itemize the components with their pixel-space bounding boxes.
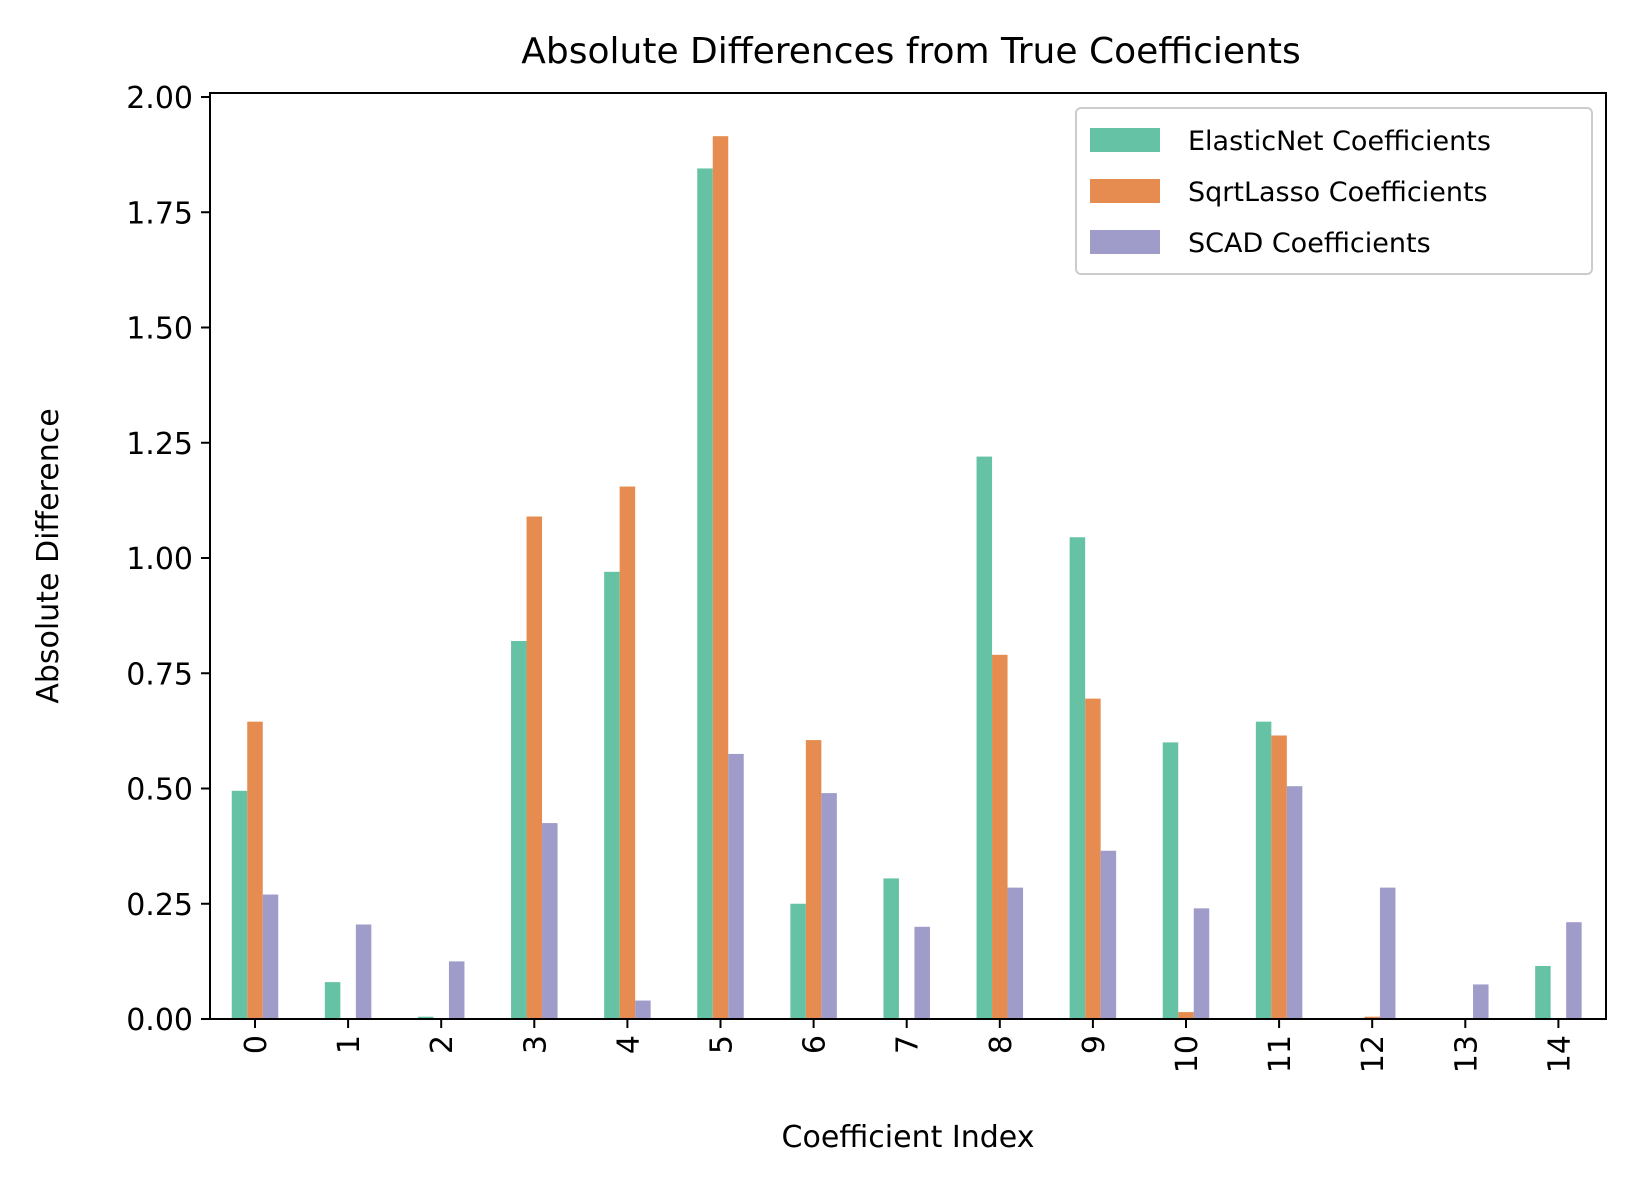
x-tick-label: 4 <box>611 1035 646 1054</box>
bar-elasticnet-coefficients-9 <box>1069 537 1086 1019</box>
y-tick-label: 0.50 <box>126 773 193 808</box>
x-tick-label: 2 <box>425 1035 460 1054</box>
bars-group <box>231 136 1582 1020</box>
legend-swatch <box>1090 230 1160 254</box>
bar-scad-coefficients-5 <box>728 753 744 1019</box>
bar-scad-coefficients-12 <box>1379 887 1396 1019</box>
x-tick-label: 11 <box>1263 1035 1298 1073</box>
y-tick-label: 0.25 <box>126 888 193 923</box>
bar-elasticnet-coefficients-0 <box>231 790 248 1019</box>
legend: ElasticNet Coefficients SqrtLasso Coeffic… <box>1075 107 1593 275</box>
x-tick-label: 1 <box>332 1035 367 1054</box>
y-tick-label: 1.75 <box>126 196 193 231</box>
bar-sqrtlasso-coefficients-5 <box>712 136 729 1019</box>
y-tick-label: 0.00 <box>126 1003 193 1038</box>
x-tick-label: 14 <box>1542 1035 1577 1073</box>
bar-sqrtlasso-coefficients-12 <box>1364 1016 1380 1019</box>
bar-scad-coefficients-13 <box>1473 984 1489 1019</box>
legend-swatch <box>1090 179 1160 203</box>
bar-sqrtlasso-coefficients-10 <box>1178 1012 1194 1019</box>
bar-sqrtlasso-coefficients-9 <box>1085 698 1101 1019</box>
bar-elasticnet-coefficients-8 <box>976 456 993 1020</box>
y-tick-label: 1.00 <box>126 542 193 577</box>
bar-scad-coefficients-7 <box>914 926 930 1019</box>
bar-scad-coefficients-1 <box>355 924 372 1019</box>
bar-elasticnet-coefficients-3 <box>511 640 527 1019</box>
bar-scad-coefficients-8 <box>1007 887 1024 1019</box>
y-tick-label: 0.75 <box>126 657 193 692</box>
plot-frame <box>209 92 1607 1020</box>
bar-elasticnet-coefficients-6 <box>790 903 806 1019</box>
x-tick-label: 7 <box>891 1035 926 1054</box>
y-tick-label: 2.00 <box>126 81 193 116</box>
legend-swatch <box>1090 128 1160 152</box>
bar-elasticnet-coefficients-7 <box>883 878 899 1019</box>
x-tick-label: 8 <box>984 1035 1019 1054</box>
bar-sqrtlasso-coefficients-0 <box>247 721 263 1019</box>
x-tick-label: 3 <box>518 1035 553 1054</box>
bar-elasticnet-coefficients-5 <box>697 168 713 1019</box>
y-axis-label: Absolute Difference <box>31 408 66 703</box>
bar-sqrtlasso-coefficients-11 <box>1271 735 1287 1019</box>
chart-title: Absolute Differences from True Coefficie… <box>521 31 1300 72</box>
x-tick-label: 12 <box>1356 1035 1391 1073</box>
x-tick-label: 6 <box>798 1035 833 1054</box>
bar-scad-coefficients-6 <box>821 793 837 1019</box>
bar-scad-coefficients-9 <box>1100 850 1117 1019</box>
bar-scad-coefficients-0 <box>262 894 279 1019</box>
bar-sqrtlasso-coefficients-4 <box>619 486 636 1019</box>
x-tick-label: 10 <box>1170 1035 1205 1073</box>
x-tick-label: 5 <box>705 1035 740 1054</box>
bar-sqrtlasso-coefficients-8 <box>992 654 1008 1019</box>
x-tick-label: 9 <box>1077 1035 1112 1054</box>
legend-label: SqrtLasso Coefficients <box>1188 177 1488 208</box>
x-axis-label: Coefficient Index <box>782 1120 1035 1155</box>
bar-elasticnet-coefficients-10 <box>1162 742 1179 1019</box>
bar-scad-coefficients-4 <box>635 1000 651 1019</box>
bar-elasticnet-coefficients-4 <box>604 571 620 1019</box>
bar-scad-coefficients-3 <box>542 823 558 1019</box>
bar-scad-coefficients-14 <box>1566 922 1582 1019</box>
x-tick-label: 13 <box>1449 1035 1484 1073</box>
legend-label: ElasticNet Coefficients <box>1188 126 1491 157</box>
bar-elasticnet-coefficients-11 <box>1255 721 1272 1019</box>
bar-sqrtlasso-coefficients-3 <box>526 516 543 1019</box>
legend-box <box>1075 107 1593 275</box>
bar-scad-coefficients-11 <box>1286 786 1303 1019</box>
x-axis: 0 1 2 3 4 5 6 7 8 9 10 11 12 13 14 <box>239 1019 1577 1073</box>
bar-scad-coefficients-10 <box>1193 908 1210 1019</box>
bar-elasticnet-coefficients-14 <box>1535 965 1551 1019</box>
x-tick-label: 0 <box>239 1035 274 1054</box>
y-tick-label: 1.50 <box>126 312 193 347</box>
y-axis: 0.00 0.25 0.50 0.75 1.00 1.25 1.50 1.75 2.00 <box>126 81 210 1038</box>
bar-elasticnet-coefficients-1 <box>324 982 341 1019</box>
y-tick-label: 1.25 <box>126 427 193 462</box>
bar-sqrtlasso-coefficients-6 <box>805 740 822 1019</box>
bar-elasticnet-coefficients-2 <box>417 1016 434 1019</box>
legend-label: SCAD Coefficients <box>1188 228 1431 259</box>
bar-scad-coefficients-2 <box>448 961 465 1019</box>
